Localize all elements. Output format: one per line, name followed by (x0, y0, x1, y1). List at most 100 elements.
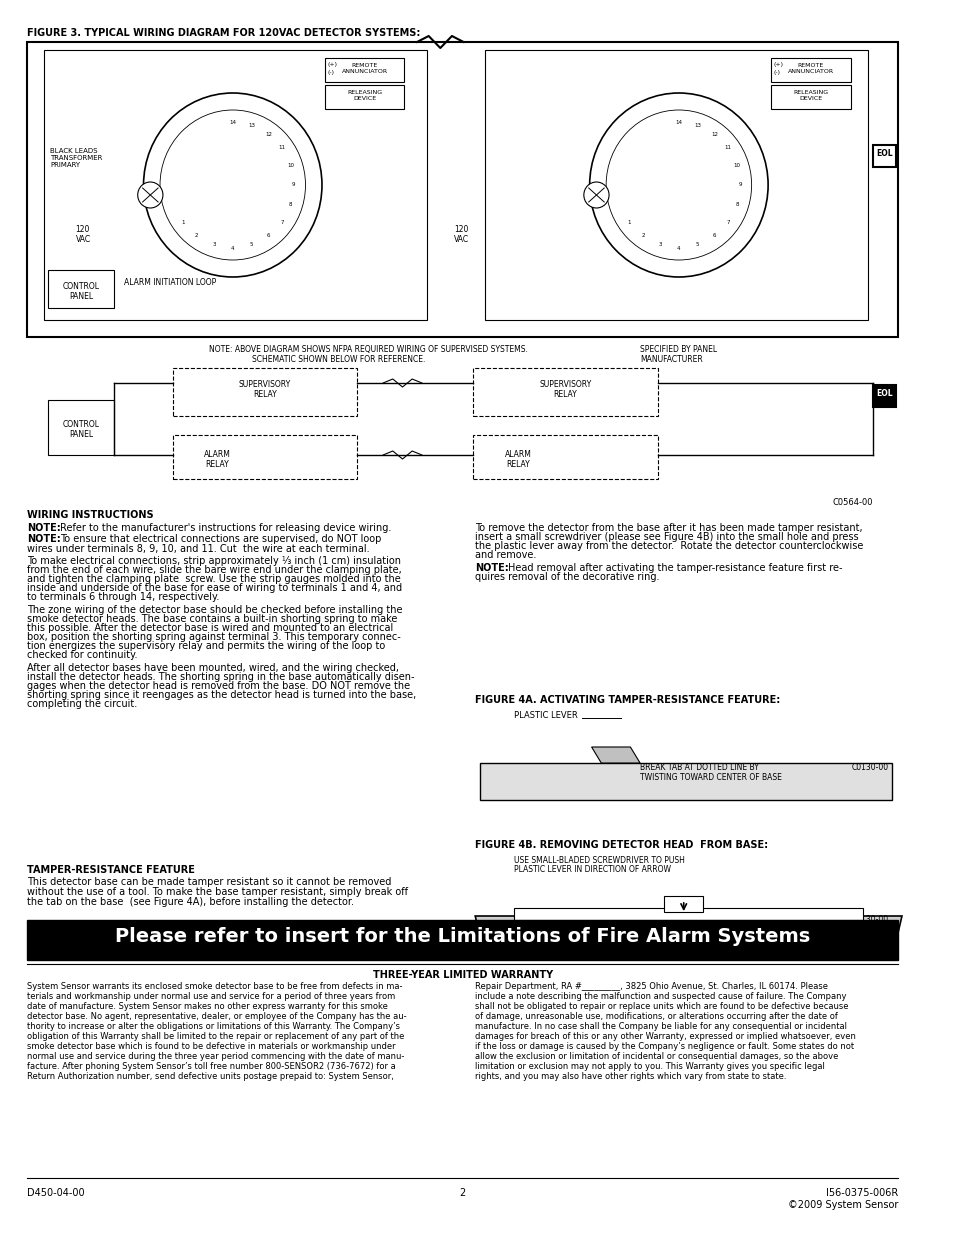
Text: rights, and you may also have other rights which vary from state to state.: rights, and you may also have other righ… (475, 1072, 786, 1081)
Text: The zone wiring of the detector base should be checked before installing the: The zone wiring of the detector base sho… (27, 605, 402, 615)
Text: C0564-00: C0564-00 (831, 498, 872, 508)
Text: NOTE:: NOTE: (27, 534, 61, 543)
Text: (+): (+) (773, 62, 783, 67)
Text: terials and workmanship under normal use and service for a period of three years: terials and workmanship under normal use… (27, 992, 395, 1002)
Circle shape (583, 182, 608, 207)
Text: BLACK LEADS
TRANSFORMER
PRIMARY: BLACK LEADS TRANSFORMER PRIMARY (51, 148, 103, 168)
Text: ALARM
RELAY: ALARM RELAY (504, 450, 531, 469)
Text: and remove.: and remove. (475, 550, 536, 559)
Text: TAMPER-RESISTANCE FEATURE: TAMPER-RESISTANCE FEATURE (27, 864, 194, 876)
Bar (49, 400, 114, 454)
Bar (473, 368, 657, 416)
Text: RELEASING
DEVICE: RELEASING DEVICE (792, 90, 827, 101)
Text: 2: 2 (459, 1188, 465, 1198)
Text: SUPERVISORY
RELAY: SUPERVISORY RELAY (538, 380, 591, 399)
Circle shape (589, 93, 767, 277)
Text: smoke detector heads. The base contains a built-in shorting spring to make: smoke detector heads. The base contains … (27, 614, 397, 624)
Text: (+): (+) (328, 62, 337, 67)
Text: 9: 9 (738, 183, 741, 188)
Text: Head removal after activating the tamper-resistance feature first re-: Head removal after activating the tamper… (508, 563, 841, 573)
Bar (49, 270, 114, 308)
Text: 12: 12 (711, 132, 718, 137)
Text: 8: 8 (289, 203, 293, 207)
Text: damages for breach of this or any other Warranty, expressed or implied whatsoeve: damages for breach of this or any other … (475, 1032, 855, 1041)
Text: limitation or exclusion may not apply to you. This Warranty gives you specific l: limitation or exclusion may not apply to… (475, 1062, 824, 1071)
Text: quires removal of the decorative ring.: quires removal of the decorative ring. (475, 572, 659, 582)
Text: install the detector heads. The shorting spring in the base automatically disen-: install the detector heads. The shorting… (27, 672, 415, 682)
Text: shall not be obligated to repair or replace units which are found to be defectiv: shall not be obligated to repair or repl… (475, 1002, 848, 1011)
Text: include a note describing the malfunction and suspected cause of failure. The Co: include a note describing the malfunctio… (475, 992, 846, 1002)
Bar (44, 49, 426, 320)
Text: 7: 7 (280, 220, 284, 225)
Text: 11: 11 (278, 146, 285, 151)
Text: 2: 2 (640, 233, 644, 238)
Text: EOL: EOL (875, 149, 892, 158)
Text: Return Authorization number, send defective units postage prepaid to: System Sen: Return Authorization number, send defect… (27, 1072, 394, 1081)
Polygon shape (475, 916, 901, 958)
Bar (872, 385, 895, 408)
Text: without the use of a tool. To make the base tamper resistant, simply break off: without the use of a tool. To make the b… (27, 887, 408, 897)
Text: facture. After phoning System Sensor’s toll free number 800-SENSOR2 (736-7672) f: facture. After phoning System Sensor’s t… (27, 1062, 395, 1071)
Text: THREE-YEAR LIMITED WARRANTY: THREE-YEAR LIMITED WARRANTY (373, 969, 552, 981)
Text: 10: 10 (287, 163, 294, 168)
Text: this possible. After the detector base is wired and mounted to an electrical: this possible. After the detector base i… (27, 622, 393, 634)
Text: 3: 3 (212, 242, 215, 247)
Text: smoke detector base which is found to be defective in materials or workmanship u: smoke detector base which is found to be… (27, 1042, 395, 1051)
Text: EOL: EOL (875, 389, 892, 399)
Text: FIGURE 4A. ACTIVATING TAMPER-RESISTANCE FEATURE:: FIGURE 4A. ACTIVATING TAMPER-RESISTANCE … (475, 695, 780, 705)
Bar (473, 435, 657, 479)
Text: 14: 14 (675, 120, 681, 125)
Text: ALARM INITIATION LOOP: ALARM INITIATION LOOP (124, 278, 216, 287)
Text: 4: 4 (677, 246, 679, 251)
Text: To ensure that electrical connections are supervised, do NOT loop: To ensure that electrical connections ar… (60, 534, 381, 543)
Text: 14: 14 (229, 120, 236, 125)
Text: SCHEMATIC SHOWN BELOW FOR REFERENCE.: SCHEMATIC SHOWN BELOW FOR REFERENCE. (252, 354, 425, 364)
Bar (484, 49, 867, 320)
Text: After all detector bases have been mounted, wired, and the wiring checked,: After all detector bases have been mount… (27, 663, 398, 673)
Text: Repair Department, RA #_________, 3825 Ohio Avenue, St. Charles, IL 60174. Pleas: Repair Department, RA #_________, 3825 O… (475, 982, 827, 990)
Bar (172, 368, 356, 416)
Text: C0130-00: C0130-00 (851, 915, 887, 924)
Text: 6: 6 (712, 233, 716, 238)
Text: 7: 7 (726, 220, 729, 225)
Text: the tab on the base  (see Figure 4A), before installing the detector.: the tab on the base (see Figure 4A), bef… (27, 897, 354, 906)
Bar (325, 85, 404, 109)
Text: inside and underside of the base for ease of wiring to terminals 1 and 4, and: inside and underside of the base for eas… (27, 583, 402, 593)
Text: 5: 5 (250, 242, 253, 247)
Text: CONTROL
PANEL: CONTROL PANEL (63, 420, 100, 440)
Text: SUPERVISORY
RELAY: SUPERVISORY RELAY (238, 380, 291, 399)
Text: 8: 8 (735, 203, 738, 207)
Text: allow the exclusion or limitation of incidental or consequential damages, so the: allow the exclusion or limitation of inc… (475, 1052, 838, 1061)
Text: shorting spring since it reengages as the detector head is turned into the base,: shorting spring since it reengages as th… (27, 690, 416, 700)
Text: 120
VAC: 120 VAC (75, 225, 91, 245)
Text: 1: 1 (181, 220, 185, 225)
Text: 13: 13 (248, 122, 254, 127)
Text: WIRING INSTRUCTIONS: WIRING INSTRUCTIONS (27, 510, 153, 520)
Text: 6: 6 (267, 233, 270, 238)
Text: NOTE:: NOTE: (475, 563, 509, 573)
Bar (872, 144, 895, 167)
Text: detector base. No agent, representative, dealer, or employee of the Company has : detector base. No agent, representative,… (27, 1011, 406, 1021)
Text: manufacture. In no case shall the Company be liable for any consequential or inc: manufacture. In no case shall the Compan… (475, 1023, 846, 1031)
Text: 120
VAC: 120 VAC (454, 225, 469, 245)
Text: of damage, unreasonable use, modifications, or alterations occurring after the d: of damage, unreasonable use, modificatio… (475, 1011, 838, 1021)
Text: SPECIFIED BY PANEL
MANUFACTURER: SPECIFIED BY PANEL MANUFACTURER (639, 345, 717, 364)
Text: 12: 12 (265, 132, 272, 137)
Text: thority to increase or alter the obligations or limitations of this Warranty. Th: thority to increase or alter the obligat… (27, 1023, 399, 1031)
Text: normal use and service during the three year period commencing with the date of : normal use and service during the three … (27, 1052, 404, 1061)
Text: to terminals 6 through 14, respectively.: to terminals 6 through 14, respectively. (27, 592, 219, 601)
Text: insert a small screwdriver (please see Figure 4B) into the small hole and press: insert a small screwdriver (please see F… (475, 532, 858, 542)
Text: PLASTIC LEVER: PLASTIC LEVER (514, 711, 578, 720)
Text: 3: 3 (658, 242, 661, 247)
Text: ©2009 System Sensor: ©2009 System Sensor (787, 1200, 897, 1210)
Circle shape (137, 182, 163, 207)
Text: Please refer to insert for the Limitations of Fire Alarm Systems: Please refer to insert for the Limitatio… (115, 927, 809, 946)
Text: I56-0375-006R: I56-0375-006R (825, 1188, 897, 1198)
Bar (770, 85, 850, 109)
Text: ALARM
RELAY: ALARM RELAY (204, 450, 231, 469)
Bar (514, 908, 862, 920)
Text: RELEASING
DEVICE: RELEASING DEVICE (347, 90, 382, 101)
Bar (325, 58, 404, 82)
Text: D450-04-00: D450-04-00 (27, 1188, 85, 1198)
Polygon shape (479, 763, 891, 800)
